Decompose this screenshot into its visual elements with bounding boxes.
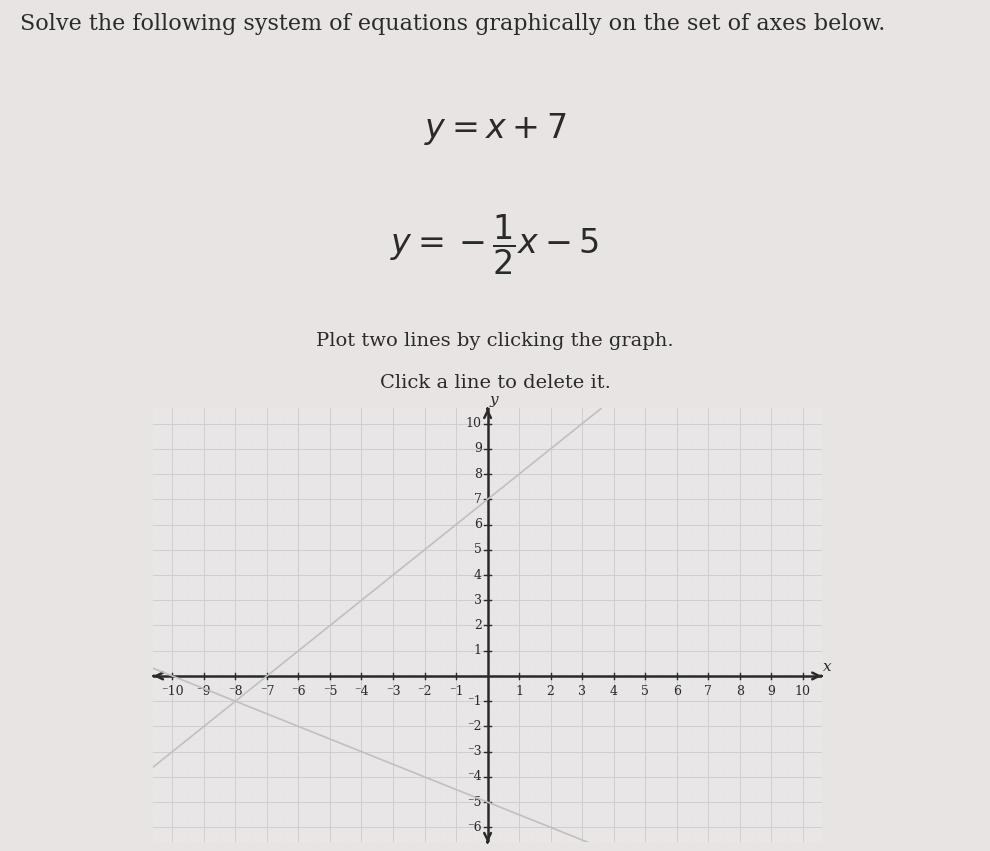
Text: 2: 2 bbox=[546, 685, 554, 698]
Text: 4: 4 bbox=[610, 685, 618, 698]
Text: ⁻6: ⁻6 bbox=[291, 685, 306, 698]
Text: ⁻2: ⁻2 bbox=[467, 720, 482, 733]
Text: 10: 10 bbox=[795, 685, 811, 698]
Text: ⁻2: ⁻2 bbox=[417, 685, 432, 698]
Text: 7: 7 bbox=[474, 493, 482, 505]
Text: 1: 1 bbox=[474, 644, 482, 657]
Text: ⁻9: ⁻9 bbox=[197, 685, 211, 698]
Text: Solve the following system of equations graphically on the set of axes below.: Solve the following system of equations … bbox=[20, 13, 885, 35]
Text: $y = -\dfrac{1}{2}x - 5$: $y = -\dfrac{1}{2}x - 5$ bbox=[390, 213, 600, 277]
Text: 3: 3 bbox=[578, 685, 586, 698]
Text: 3: 3 bbox=[474, 594, 482, 607]
Text: Click a line to delete it.: Click a line to delete it. bbox=[379, 374, 611, 392]
Text: 5: 5 bbox=[474, 543, 482, 557]
Text: ⁻3: ⁻3 bbox=[467, 745, 482, 758]
Text: 10: 10 bbox=[466, 417, 482, 430]
Text: ⁻6: ⁻6 bbox=[467, 821, 482, 834]
Text: ⁻10: ⁻10 bbox=[161, 685, 184, 698]
Text: ⁻3: ⁻3 bbox=[386, 685, 400, 698]
Text: 7: 7 bbox=[704, 685, 712, 698]
Text: 8: 8 bbox=[736, 685, 743, 698]
Text: 2: 2 bbox=[474, 619, 482, 632]
Text: ⁻5: ⁻5 bbox=[323, 685, 338, 698]
Text: Plot two lines by clicking the graph.: Plot two lines by clicking the graph. bbox=[316, 332, 674, 350]
Text: ⁻5: ⁻5 bbox=[467, 796, 482, 808]
Text: ⁻7: ⁻7 bbox=[259, 685, 274, 698]
Text: 5: 5 bbox=[642, 685, 649, 698]
Text: 8: 8 bbox=[474, 467, 482, 481]
Text: ⁻1: ⁻1 bbox=[448, 685, 463, 698]
Text: ⁻8: ⁻8 bbox=[228, 685, 243, 698]
Text: $y = x + 7$: $y = x + 7$ bbox=[424, 111, 566, 146]
Text: 1: 1 bbox=[515, 685, 523, 698]
Text: ⁻4: ⁻4 bbox=[467, 770, 482, 784]
Text: x: x bbox=[824, 660, 832, 674]
Text: 9: 9 bbox=[474, 443, 482, 455]
Text: 6: 6 bbox=[672, 685, 681, 698]
Text: ⁻1: ⁻1 bbox=[467, 694, 482, 708]
Text: y: y bbox=[490, 393, 498, 408]
Text: 4: 4 bbox=[474, 568, 482, 581]
Text: 6: 6 bbox=[474, 518, 482, 531]
Text: ⁻4: ⁻4 bbox=[354, 685, 369, 698]
Text: 9: 9 bbox=[767, 685, 775, 698]
